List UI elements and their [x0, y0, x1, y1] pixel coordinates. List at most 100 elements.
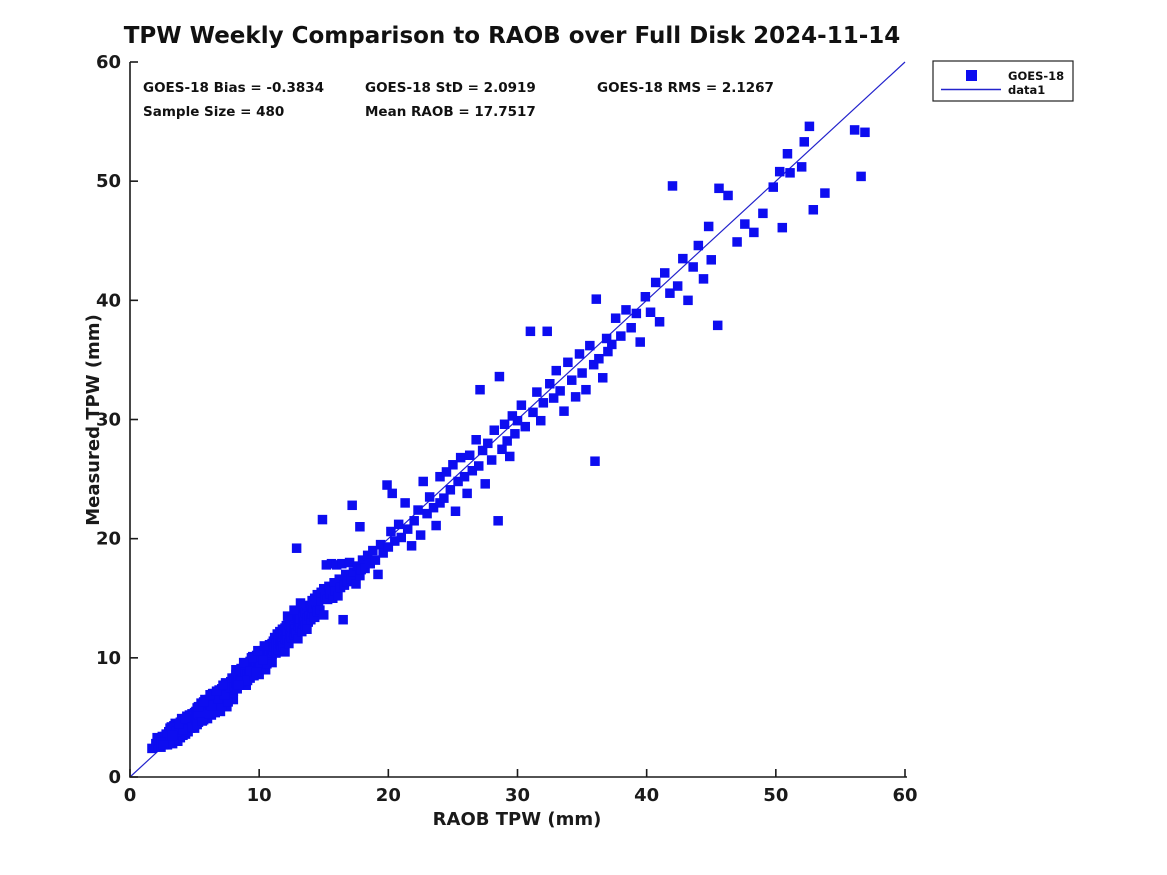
scatter-point	[445, 485, 456, 495]
scatter-point	[654, 317, 665, 327]
scatter-point	[631, 308, 642, 319]
scatter-point	[532, 387, 542, 397]
scatter-point	[198, 697, 209, 707]
scatter-point	[672, 281, 683, 291]
scatter-point	[297, 626, 307, 637]
scatter-point	[601, 333, 612, 344]
scatter-point	[585, 340, 595, 351]
y-tick-label: 60	[96, 52, 121, 73]
scatter-point	[480, 479, 490, 489]
scatter-point	[402, 524, 413, 534]
scatter-point	[418, 476, 428, 487]
scatter-point	[536, 415, 546, 426]
scatter-point	[489, 425, 499, 435]
x-tick-label: 40	[634, 785, 659, 806]
scatter-point	[192, 719, 202, 730]
scatter-point	[284, 638, 294, 649]
scatter-point	[683, 295, 693, 306]
scatter-point	[370, 555, 381, 565]
scatter-point	[559, 406, 569, 416]
scatter-point	[393, 519, 404, 530]
scatter-point	[804, 121, 815, 132]
scatter-point	[357, 555, 368, 565]
scatter-point	[603, 346, 613, 357]
scatter-point	[796, 162, 807, 172]
scatter-point	[808, 205, 819, 215]
scatter-point	[507, 411, 518, 421]
scatter-point	[494, 371, 505, 382]
x-tick-label: 20	[376, 785, 401, 806]
scatter-point	[538, 398, 549, 408]
scatter-point	[698, 274, 709, 284]
scatter-point	[324, 581, 334, 592]
scatter-point	[493, 516, 503, 526]
scatter-point	[293, 634, 303, 644]
scatter-point	[860, 127, 870, 138]
scatter-point	[640, 292, 651, 302]
y-tick-label: 50	[96, 171, 121, 192]
scatter-point	[431, 520, 441, 531]
scatter-point	[626, 322, 636, 333]
scatter-point	[147, 743, 157, 754]
stat-sample-size: Sample Size = 480	[143, 104, 284, 120]
scatter-point	[382, 480, 392, 490]
scatter-point	[321, 560, 332, 570]
scatter-point	[278, 641, 289, 651]
x-tick-label: 50	[763, 785, 788, 806]
scatter-point	[610, 313, 621, 323]
scatter-point	[732, 237, 742, 247]
scatter-point	[346, 574, 356, 584]
scatter-point	[777, 222, 788, 233]
scatter-point	[505, 451, 515, 462]
scatter-point	[355, 522, 365, 532]
scatter-point	[486, 455, 497, 465]
scatter-point	[158, 740, 169, 750]
scatter-point	[577, 368, 587, 378]
scatter-point	[289, 605, 299, 615]
scatter-point	[422, 508, 432, 519]
y-axis-label: Measured TPW (mm)	[83, 314, 104, 526]
scatter-point	[197, 716, 208, 726]
scatter-point	[178, 724, 188, 735]
scatter-point	[325, 588, 335, 599]
scatter-point	[228, 694, 239, 705]
scatter-point	[510, 429, 520, 439]
scatter-point	[383, 542, 394, 552]
scatter-point	[678, 253, 688, 264]
scatter-point	[774, 166, 785, 177]
scatter-point	[588, 359, 599, 370]
scatter-point	[295, 598, 306, 608]
scatter-point	[645, 307, 656, 317]
scatter-point	[453, 476, 463, 487]
scatter-point	[302, 624, 312, 634]
scatter-points-layer	[147, 121, 870, 754]
scatter-point	[477, 445, 488, 456]
scatter-point	[334, 574, 344, 584]
scatter-point	[174, 718, 184, 729]
scatter-point	[245, 666, 255, 676]
scatter-point	[338, 614, 348, 625]
scatter-point	[590, 456, 600, 466]
scatter-point	[424, 492, 435, 502]
scatter-point	[195, 707, 205, 718]
scatter-point	[467, 465, 478, 476]
scatter-point	[348, 567, 359, 577]
scatter-point	[483, 438, 493, 449]
scatter-point	[166, 722, 177, 732]
scatter-point	[317, 514, 328, 525]
chart-title: TPW Weekly Comparison to RAOB over Full …	[124, 23, 901, 49]
scatter-point	[581, 384, 591, 395]
scatter-point	[378, 548, 388, 558]
scatter-point	[749, 227, 759, 238]
scatter-point	[459, 471, 470, 482]
scatter-point	[607, 339, 617, 350]
legend: GOES-18 data1	[932, 60, 1074, 102]
scatter-point	[475, 384, 485, 395]
scatter-point	[712, 320, 723, 331]
scatter-point	[205, 690, 215, 700]
scatter-point	[238, 657, 249, 668]
scatter-point	[347, 500, 357, 511]
scatter-point	[329, 578, 339, 588]
scatter-point	[215, 706, 226, 717]
scatter-point	[567, 375, 577, 385]
